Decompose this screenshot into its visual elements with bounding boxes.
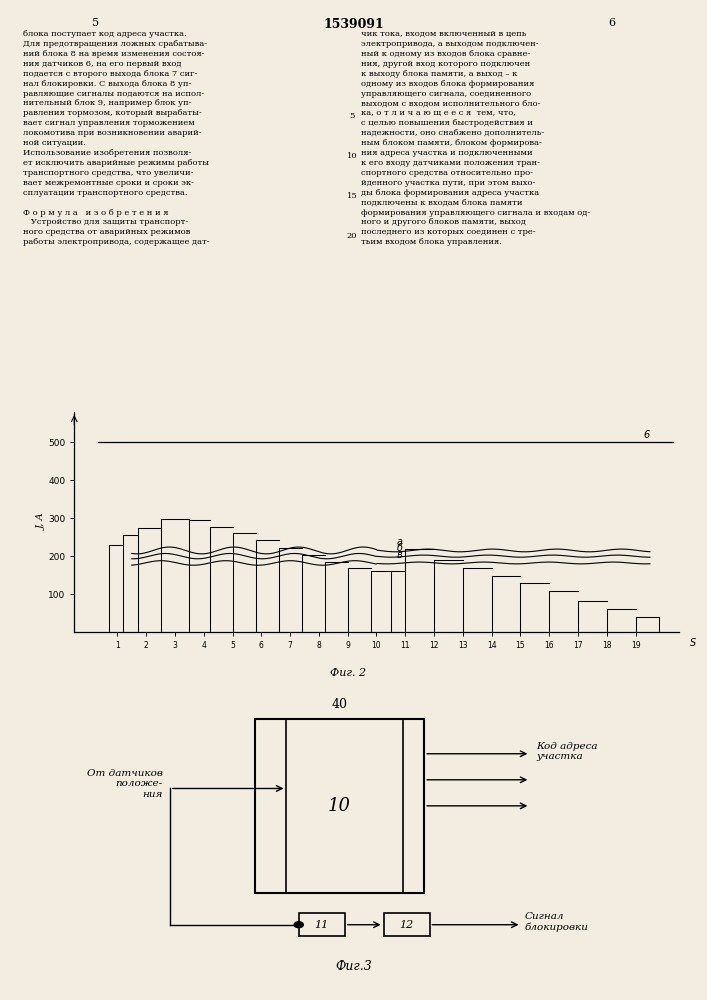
Bar bbox=[384, 913, 430, 936]
Text: Сигнал
блокировки: Сигнал блокировки bbox=[525, 912, 589, 932]
Text: 6: 6 bbox=[643, 430, 650, 440]
Text: 11: 11 bbox=[315, 920, 329, 930]
Text: 6: 6 bbox=[608, 18, 615, 28]
Text: 40: 40 bbox=[332, 698, 347, 711]
Bar bbox=[255, 719, 424, 893]
Text: От датчиков
положе-
ния: От датчиков положе- ния bbox=[87, 769, 163, 799]
Text: а: а bbox=[397, 537, 402, 547]
Text: Фиг. 2: Фиг. 2 bbox=[329, 668, 366, 678]
Text: б: б bbox=[397, 543, 402, 553]
Text: Фиг.3: Фиг.3 bbox=[335, 960, 372, 973]
Text: 12: 12 bbox=[399, 920, 414, 930]
Text: S: S bbox=[690, 638, 696, 648]
Text: в: в bbox=[397, 550, 402, 560]
Text: 1539091: 1539091 bbox=[323, 18, 384, 31]
Text: 5: 5 bbox=[349, 112, 355, 120]
Text: чик тока, входом включенный в цепь
электропривода, а выходом подключен-
ный к од: чик тока, входом включенный в цепь элект… bbox=[361, 30, 590, 246]
Text: блока поступает код адреса участка.
Для предотвращения ложных срабатыва-
ний бло: блока поступает код адреса участка. Для … bbox=[23, 30, 210, 246]
Text: 10: 10 bbox=[346, 152, 358, 160]
Text: 15: 15 bbox=[346, 192, 358, 200]
Text: 5: 5 bbox=[92, 18, 99, 28]
Text: 20: 20 bbox=[347, 232, 357, 240]
Y-axis label: J, A: J, A bbox=[37, 514, 47, 530]
Text: Код адреса
участка: Код адреса участка bbox=[536, 742, 597, 761]
Bar bbox=[298, 913, 345, 936]
Circle shape bbox=[294, 922, 303, 928]
Text: 10: 10 bbox=[328, 797, 351, 815]
